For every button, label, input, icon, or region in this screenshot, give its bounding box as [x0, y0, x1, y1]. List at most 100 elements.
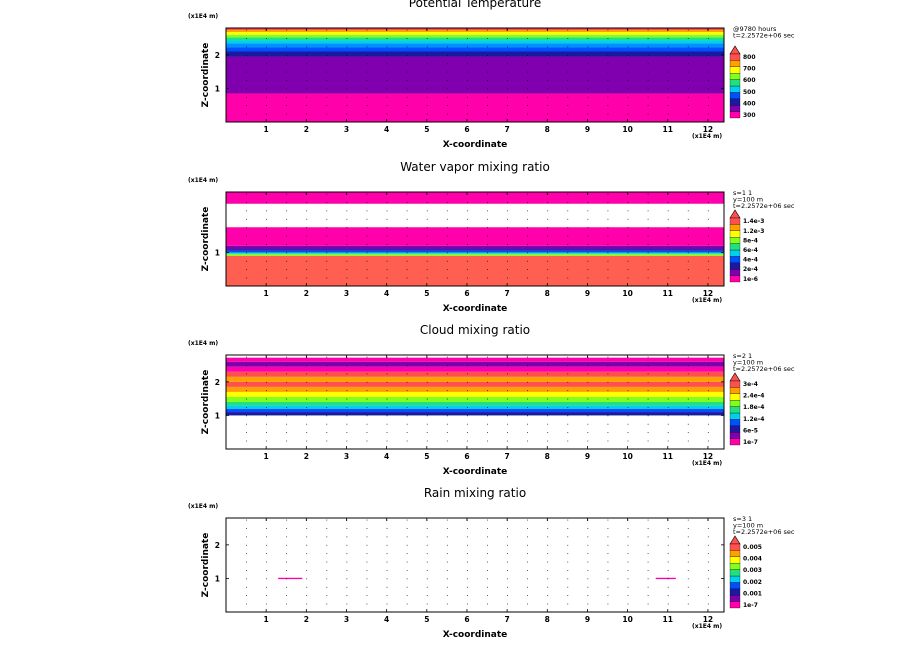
grid-dot — [587, 373, 589, 375]
grid-dot — [667, 407, 669, 408]
grid-dot — [346, 603, 348, 605]
x-unit-label: (x1E4 m) — [692, 133, 722, 140]
grid-dot — [366, 29, 368, 31]
grid-dot — [406, 415, 408, 417]
grid-dot — [246, 38, 247, 39]
grid-dot — [306, 202, 308, 203]
grid-dot — [567, 415, 569, 417]
x-axis-label: X-coordinate — [443, 304, 508, 314]
grid-dot — [346, 407, 348, 408]
grid-dot — [567, 561, 569, 563]
grid-dot — [707, 63, 709, 65]
grid-dot — [386, 432, 388, 434]
grid-dot — [366, 235, 368, 237]
grid-dot — [366, 244, 368, 245]
grid-dot — [306, 71, 308, 73]
grid-dot — [386, 277, 388, 279]
grid-dot — [507, 536, 508, 538]
grid-dot — [527, 96, 529, 98]
x-tick-label: 3 — [344, 452, 349, 461]
grid-dot — [246, 570, 247, 571]
grid-dot — [326, 54, 328, 56]
grid-dot — [607, 570, 609, 571]
grid-dot — [446, 88, 448, 90]
grid-dot — [326, 29, 328, 31]
grid-dot — [547, 54, 549, 56]
grid-dot — [527, 536, 529, 538]
grid-dot — [366, 595, 368, 597]
grid-dot — [406, 210, 408, 212]
contour-band-8 — [226, 381, 724, 387]
grid-dot — [326, 235, 328, 237]
y-tick-label: 2 — [215, 541, 220, 550]
grid-dot — [246, 260, 247, 262]
grid-dot — [326, 440, 328, 442]
grid-dot — [527, 269, 529, 271]
grid-dot — [687, 415, 689, 417]
grid-dot — [507, 80, 508, 81]
grid-dot — [386, 210, 388, 212]
grid-dot — [487, 260, 488, 262]
grid-dot — [286, 29, 288, 31]
grid-dot — [487, 38, 488, 39]
x-tick-label: 7 — [505, 125, 510, 134]
grid-dot — [487, 210, 488, 212]
colorbar-segment — [729, 582, 741, 589]
grid-dot — [547, 277, 549, 279]
grid-dot — [567, 407, 569, 408]
grid-dot — [687, 423, 689, 425]
grid-dot — [326, 578, 328, 580]
grid-dot — [547, 595, 549, 597]
grid-dot — [466, 381, 468, 383]
grid-dot — [386, 570, 388, 571]
grid-dot — [607, 193, 609, 195]
grid-dot — [627, 356, 629, 358]
grid-dot — [627, 373, 629, 375]
info-line-1: s=3 1 — [733, 515, 752, 523]
grid-dot — [426, 252, 428, 254]
grid-dot — [386, 390, 388, 392]
grid-dot — [567, 578, 569, 580]
grid-dot — [667, 373, 669, 375]
grid-dot — [386, 373, 388, 375]
grid-dot — [306, 244, 308, 245]
grid-dot — [446, 113, 448, 115]
grid-dot — [466, 210, 468, 212]
grid-dot — [567, 277, 569, 279]
grid-dot — [587, 536, 589, 538]
grid-dot — [466, 536, 468, 538]
grid-dot — [446, 365, 448, 366]
grid-dot — [406, 277, 408, 279]
grid-dot — [687, 235, 689, 237]
grid-dot — [687, 586, 689, 588]
colorbar-segment — [729, 387, 741, 394]
grid-dot — [386, 80, 388, 81]
grid-dot — [687, 71, 689, 73]
grid-dot — [567, 71, 569, 73]
grid-dot — [386, 71, 388, 73]
grid-dot — [487, 235, 488, 237]
colorbar-label: 3e-4 — [743, 381, 758, 388]
grid-dot — [286, 381, 288, 383]
grid-dot — [466, 269, 468, 271]
grid-dot — [687, 202, 689, 203]
grid-dot — [647, 113, 649, 115]
grid-dot — [266, 277, 267, 279]
colorbar-label: 800 — [743, 54, 756, 61]
grid-dot — [487, 80, 488, 81]
grid-dot — [446, 528, 448, 529]
contour-band-7 — [226, 37, 724, 41]
y-unit-label: (x1E4 m) — [188, 13, 218, 20]
grid-dot — [527, 113, 529, 115]
grid-dot — [446, 595, 448, 597]
grid-dot — [527, 244, 529, 245]
grid-dot — [406, 244, 408, 245]
grid-dot — [426, 432, 428, 434]
grid-dot — [266, 227, 267, 229]
grid-dot — [346, 63, 348, 65]
grid-dot — [306, 561, 308, 563]
grid-dot — [366, 113, 368, 115]
contour-band-5 — [226, 43, 724, 48]
grid-dot — [386, 553, 388, 555]
grid-dot — [366, 63, 368, 65]
